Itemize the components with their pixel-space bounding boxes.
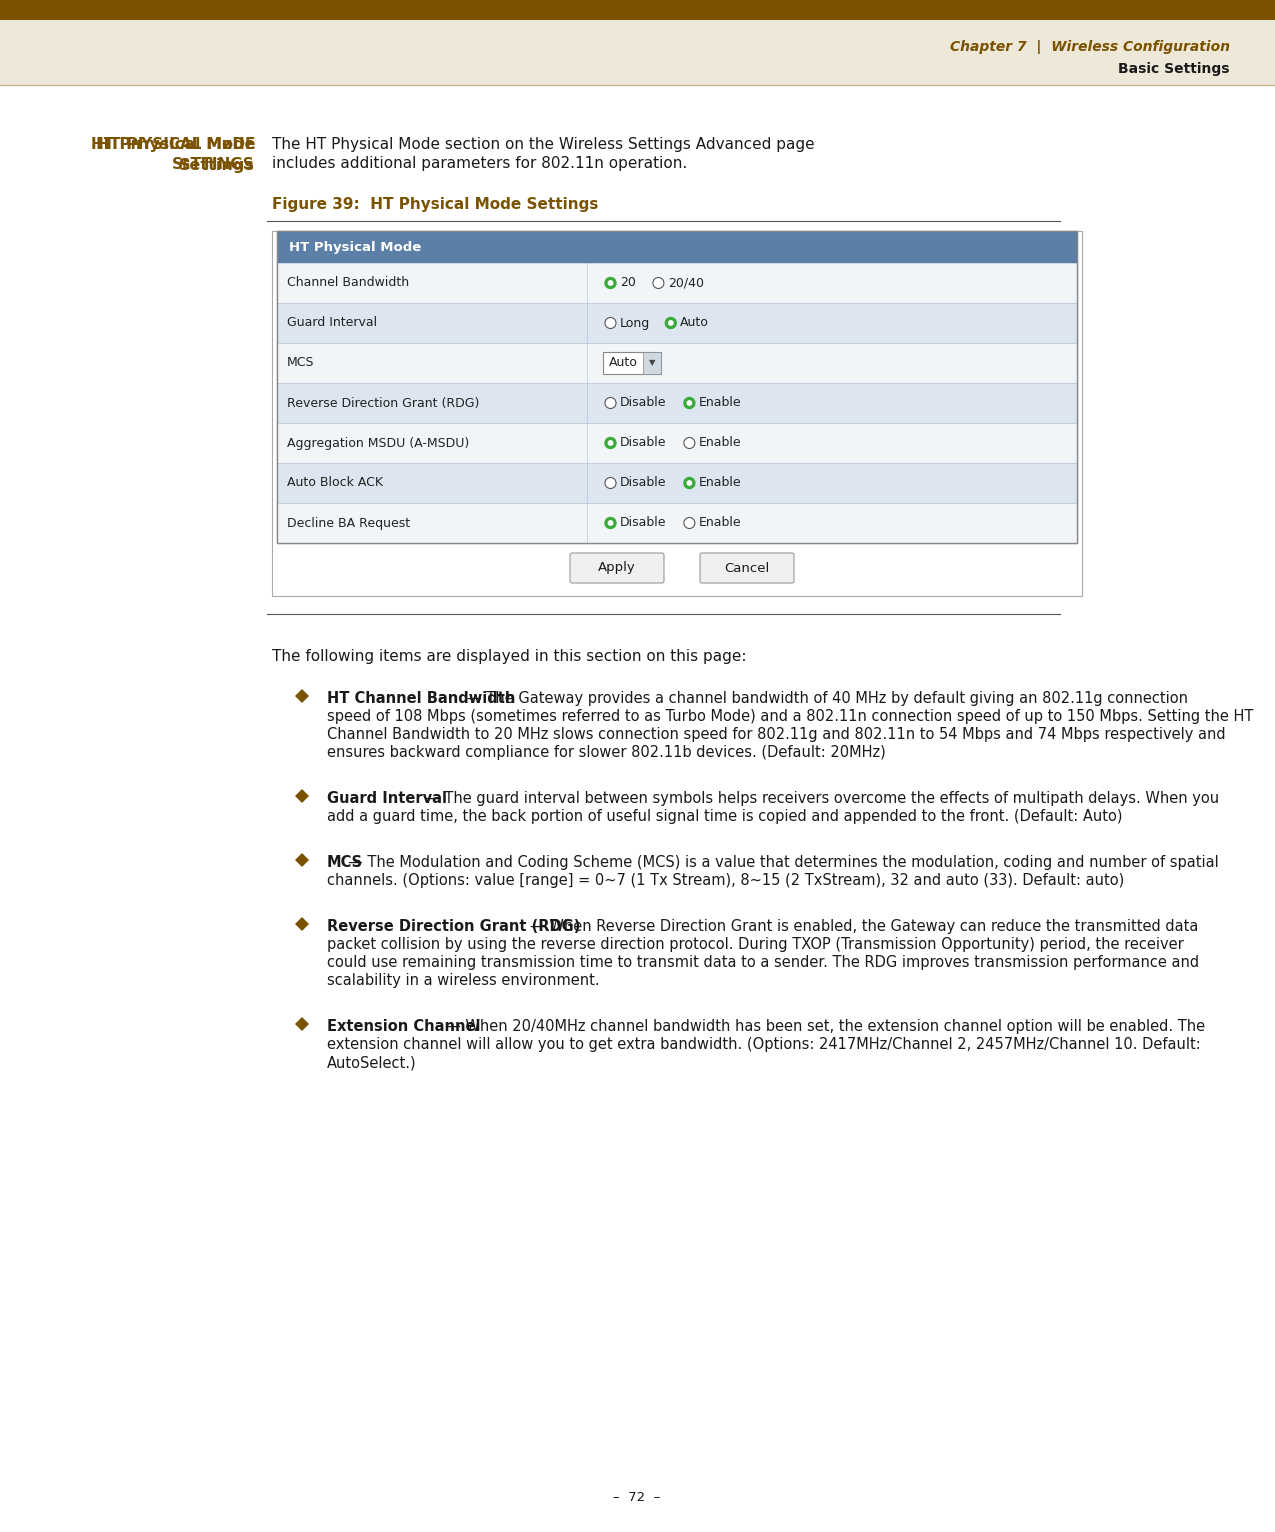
Bar <box>603 352 660 374</box>
Polygon shape <box>295 918 309 931</box>
Circle shape <box>606 277 616 288</box>
Text: Extension Channel: Extension Channel <box>326 1019 481 1034</box>
Text: Channel Bandwidth to 20 MHz slows connection speed for 802.11g and 802.11n to 54: Channel Bandwidth to 20 MHz slows connec… <box>326 728 1225 741</box>
Circle shape <box>683 518 695 529</box>
Text: HT Physical Mode: HT Physical Mode <box>96 136 255 152</box>
Circle shape <box>608 521 613 525</box>
Text: Enable: Enable <box>699 516 742 530</box>
Bar <box>277 423 1077 463</box>
Polygon shape <box>295 689 309 703</box>
Text: Settings: Settings <box>179 158 255 173</box>
Circle shape <box>683 438 695 449</box>
Text: add a guard time, the back portion of useful signal time is copied and appended : add a guard time, the back portion of us… <box>326 809 1122 824</box>
Text: Disable: Disable <box>620 516 667 530</box>
Text: Auto Block ACK: Auto Block ACK <box>287 476 382 490</box>
Text: includes additional parameters for 802.11n operation.: includes additional parameters for 802.1… <box>272 156 687 172</box>
Text: extension channel will allow you to get extra bandwidth. (Options: 2417MHz/Chann: extension channel will allow you to get … <box>326 1037 1201 1052</box>
Polygon shape <box>295 1017 309 1031</box>
Text: scalability in a wireless environment.: scalability in a wireless environment. <box>326 973 599 988</box>
Circle shape <box>666 317 676 328</box>
Circle shape <box>606 478 616 489</box>
Circle shape <box>606 397 616 409</box>
Polygon shape <box>295 789 309 803</box>
Text: Long: Long <box>620 317 650 329</box>
Text: Enable: Enable <box>699 397 742 409</box>
Bar <box>277 383 1077 423</box>
Text: Guard Interval: Guard Interval <box>326 791 448 806</box>
Circle shape <box>687 401 691 404</box>
Bar <box>277 231 1077 542</box>
Text: Reverse Direction Grant (RDG): Reverse Direction Grant (RDG) <box>287 397 479 409</box>
Circle shape <box>606 317 616 328</box>
Text: –  72  –: – 72 – <box>613 1491 660 1504</box>
Text: Apply: Apply <box>598 562 636 574</box>
Text: — When Reverse Direction Grant is enabled, the Gateway can reduce the transmitte: — When Reverse Direction Grant is enable… <box>530 919 1198 935</box>
Text: MCS: MCS <box>287 357 315 369</box>
Bar <box>277 303 1077 343</box>
Bar <box>277 264 1077 303</box>
Text: Disable: Disable <box>620 437 667 449</box>
Text: HT PʜYSICAL MᴎDE: HT PʜYSICAL MᴎDE <box>91 136 255 152</box>
Circle shape <box>606 518 616 529</box>
Text: Chapter 7  |  Wireless Configuration: Chapter 7 | Wireless Configuration <box>950 40 1230 54</box>
Text: HT Physical Mode: HT Physical Mode <box>289 241 421 253</box>
Text: Auto: Auto <box>609 357 638 369</box>
Text: Enable: Enable <box>699 476 742 490</box>
Text: The HT Physical Mode section on the Wireless Settings Advanced page: The HT Physical Mode section on the Wire… <box>272 136 815 152</box>
Text: Enable: Enable <box>699 437 742 449</box>
Circle shape <box>668 320 673 325</box>
Text: MCS: MCS <box>326 855 363 870</box>
Bar <box>277 463 1077 502</box>
Text: Reverse Direction Grant (RDG): Reverse Direction Grant (RDG) <box>326 919 580 935</box>
Text: The following items are displayed in this section on this page:: The following items are displayed in thi… <box>272 650 746 663</box>
Text: HT Channel Bandwidth: HT Channel Bandwidth <box>326 691 515 706</box>
FancyBboxPatch shape <box>570 553 664 584</box>
Bar <box>0 20 1275 84</box>
Text: — The Gateway provides a channel bandwidth of 40 MHz by default giving an 802.11: — The Gateway provides a channel bandwid… <box>467 691 1188 706</box>
Text: ▼: ▼ <box>649 358 655 368</box>
Bar <box>0 0 1275 20</box>
Bar <box>277 231 1077 264</box>
Text: Cancel: Cancel <box>724 562 770 574</box>
Text: Channel Bandwidth: Channel Bandwidth <box>287 276 409 290</box>
Text: Basic Settings: Basic Settings <box>1118 61 1230 77</box>
FancyBboxPatch shape <box>700 553 794 584</box>
Text: could use remaining transmission time to transmit data to a sender. The RDG impr: could use remaining transmission time to… <box>326 954 1198 970</box>
Bar <box>643 352 660 374</box>
Text: Aggregation MSDU (A-MSDU): Aggregation MSDU (A-MSDU) <box>287 437 469 449</box>
Bar <box>277 343 1077 383</box>
Circle shape <box>687 481 691 486</box>
Text: Decline BA Request: Decline BA Request <box>287 516 411 530</box>
Text: packet collision by using the reverse direction protocol. During TXOP (Transmiss: packet collision by using the reverse di… <box>326 938 1183 951</box>
Text: — The guard interval between symbols helps receivers overcome the effects of mul: — The guard interval between symbols hel… <box>425 791 1219 806</box>
Text: AutoSelect.): AutoSelect.) <box>326 1056 417 1069</box>
Text: 20: 20 <box>620 276 636 290</box>
Text: — The Modulation and Coding Scheme (MCS) is a value that determines the modulati: — The Modulation and Coding Scheme (MCS)… <box>348 855 1219 870</box>
Text: Disable: Disable <box>620 476 667 490</box>
Text: Figure 39:  HT Physical Mode Settings: Figure 39: HT Physical Mode Settings <box>272 198 598 211</box>
Circle shape <box>606 438 616 449</box>
Text: Guard Interval: Guard Interval <box>287 317 377 329</box>
Text: 20/40: 20/40 <box>668 276 704 290</box>
Bar <box>277 502 1077 542</box>
Text: Disable: Disable <box>620 397 667 409</box>
Text: channels. (Options: value [range] = 0~7 (1 Tx Stream), 8~15 (2 TxStream), 32 and: channels. (Options: value [range] = 0~7 … <box>326 873 1125 889</box>
Bar <box>277 231 1077 542</box>
Circle shape <box>683 478 695 489</box>
Text: SᴇTTINGS: SᴇTTINGS <box>172 156 255 172</box>
Circle shape <box>608 280 613 285</box>
Text: — When 20/40MHz channel bandwidth has been set, the extension channel option wil: — When 20/40MHz channel bandwidth has be… <box>446 1019 1205 1034</box>
Circle shape <box>653 277 664 288</box>
Text: ensures backward compliance for slower 802.11b devices. (Default: 20MHz): ensures backward compliance for slower 8… <box>326 745 886 760</box>
Text: Auto: Auto <box>681 317 709 329</box>
Polygon shape <box>295 853 309 867</box>
Circle shape <box>683 397 695 409</box>
Circle shape <box>608 441 613 446</box>
Bar <box>272 231 1082 596</box>
Text: speed of 108 Mbps (sometimes referred to as Turbo Mode) and a 802.11n connection: speed of 108 Mbps (sometimes referred to… <box>326 709 1253 725</box>
